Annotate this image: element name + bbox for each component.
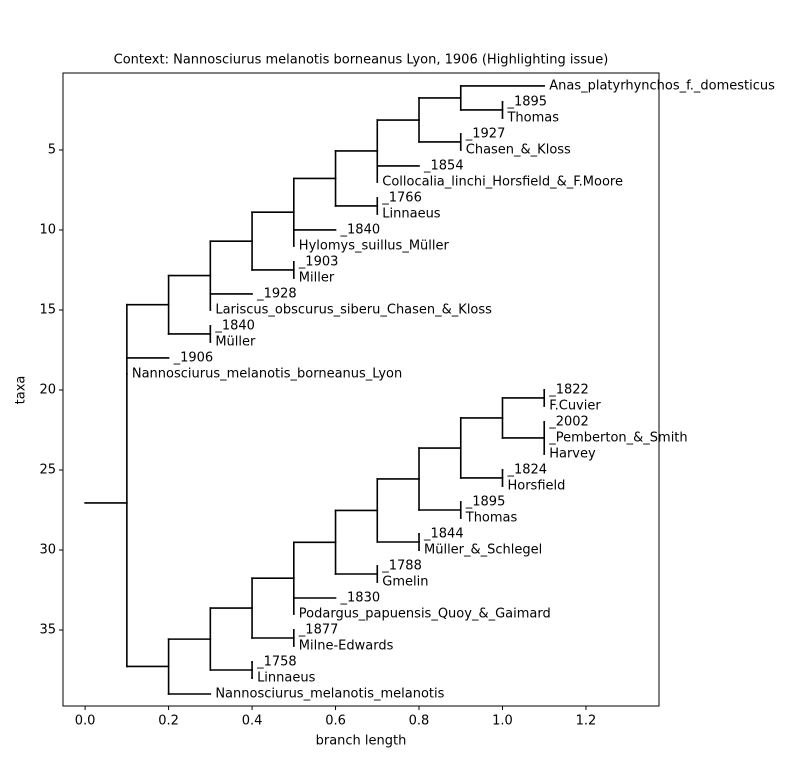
taxon-label: _Pemberton_&_Smith: [548, 430, 687, 445]
chart-title: Context: Nannosciurus melanotis borneanu…: [114, 53, 609, 68]
taxon-label: _1854: [423, 158, 464, 173]
taxon-label: _1766: [381, 190, 422, 205]
taxon-label: _1822: [548, 382, 589, 397]
taxon-label: _1903: [298, 254, 339, 269]
taxon-label: _1788: [381, 558, 422, 573]
taxon-label: _1840: [340, 222, 381, 237]
y-tick-label: 30: [39, 542, 56, 557]
taxon-label: Thomas: [506, 110, 559, 125]
taxon-label: Lariscus_obscurus_siberu_Chasen_&_Kloss: [215, 302, 492, 317]
taxon-label: Miller: [299, 270, 335, 285]
taxon-label: Müller: [215, 334, 256, 349]
x-tick-label: 0.0: [75, 714, 96, 729]
taxon-label: _1895: [465, 494, 506, 509]
taxon-label: Müller_&_Schlegel: [424, 542, 542, 557]
x-tick-label: 0.6: [325, 714, 346, 729]
taxon-label: Nannosciurus_melanotis_melanotis: [215, 686, 444, 701]
taxon-label: _2002: [548, 414, 589, 429]
taxon-label: Collocalia_linchi_Horsfield_&_F.Moore: [382, 174, 623, 189]
taxon-label: _1927: [465, 126, 506, 141]
taxon-label: Milne-Edwards: [299, 638, 394, 653]
taxon-label: Hylomys_suillus_Müller: [299, 238, 450, 253]
y-tick-label: 35: [39, 622, 56, 637]
x-tick-label: 0.8: [409, 714, 430, 729]
taxon-label: Podargus_papuensis_Quoy_&_Gaimard: [299, 606, 551, 621]
taxon-label: Nannosciurus_melanotis_borneanus_Lyon: [132, 366, 402, 381]
y-tick-label: 20: [39, 382, 56, 397]
y-tick-label: 5: [48, 142, 56, 157]
taxon-label: _1840: [214, 318, 255, 333]
taxon-label: Harvey: [549, 446, 596, 461]
taxon-label: _1906: [173, 350, 214, 365]
taxon-label: _1824: [506, 462, 547, 477]
x-tick-label: 0.4: [242, 714, 263, 729]
y-tick-label: 25: [39, 462, 56, 477]
taxon-label: _1830: [340, 590, 381, 605]
y-tick-label: 10: [39, 222, 56, 237]
taxon-label: _1928: [256, 286, 297, 301]
taxon-label: Thomas: [465, 510, 518, 525]
y-tick-label: 15: [39, 302, 56, 317]
y-axis-label: taxa: [14, 376, 29, 405]
x-axis-label: branch length: [316, 734, 407, 749]
taxon-label: F.Cuvier: [549, 398, 601, 413]
taxon-label: Linnaeus: [257, 670, 316, 685]
x-tick-label: 1.2: [576, 714, 597, 729]
x-tick-label: 0.2: [158, 714, 179, 729]
taxon-label: Linnaeus: [382, 206, 441, 221]
x-tick-label: 1.0: [492, 714, 513, 729]
taxon-label: _1844: [423, 526, 464, 541]
taxon-label: Chasen_&_Kloss: [466, 142, 571, 157]
taxon-label: _1758: [256, 654, 297, 669]
taxon-label: Gmelin: [382, 574, 428, 589]
taxon-label: _1895: [506, 94, 547, 109]
taxon-label: Horsfield: [507, 478, 565, 493]
taxon-label: Anas_platyrhynchos_f._domesticus: [549, 78, 775, 93]
taxon-label: _1877: [298, 622, 339, 637]
